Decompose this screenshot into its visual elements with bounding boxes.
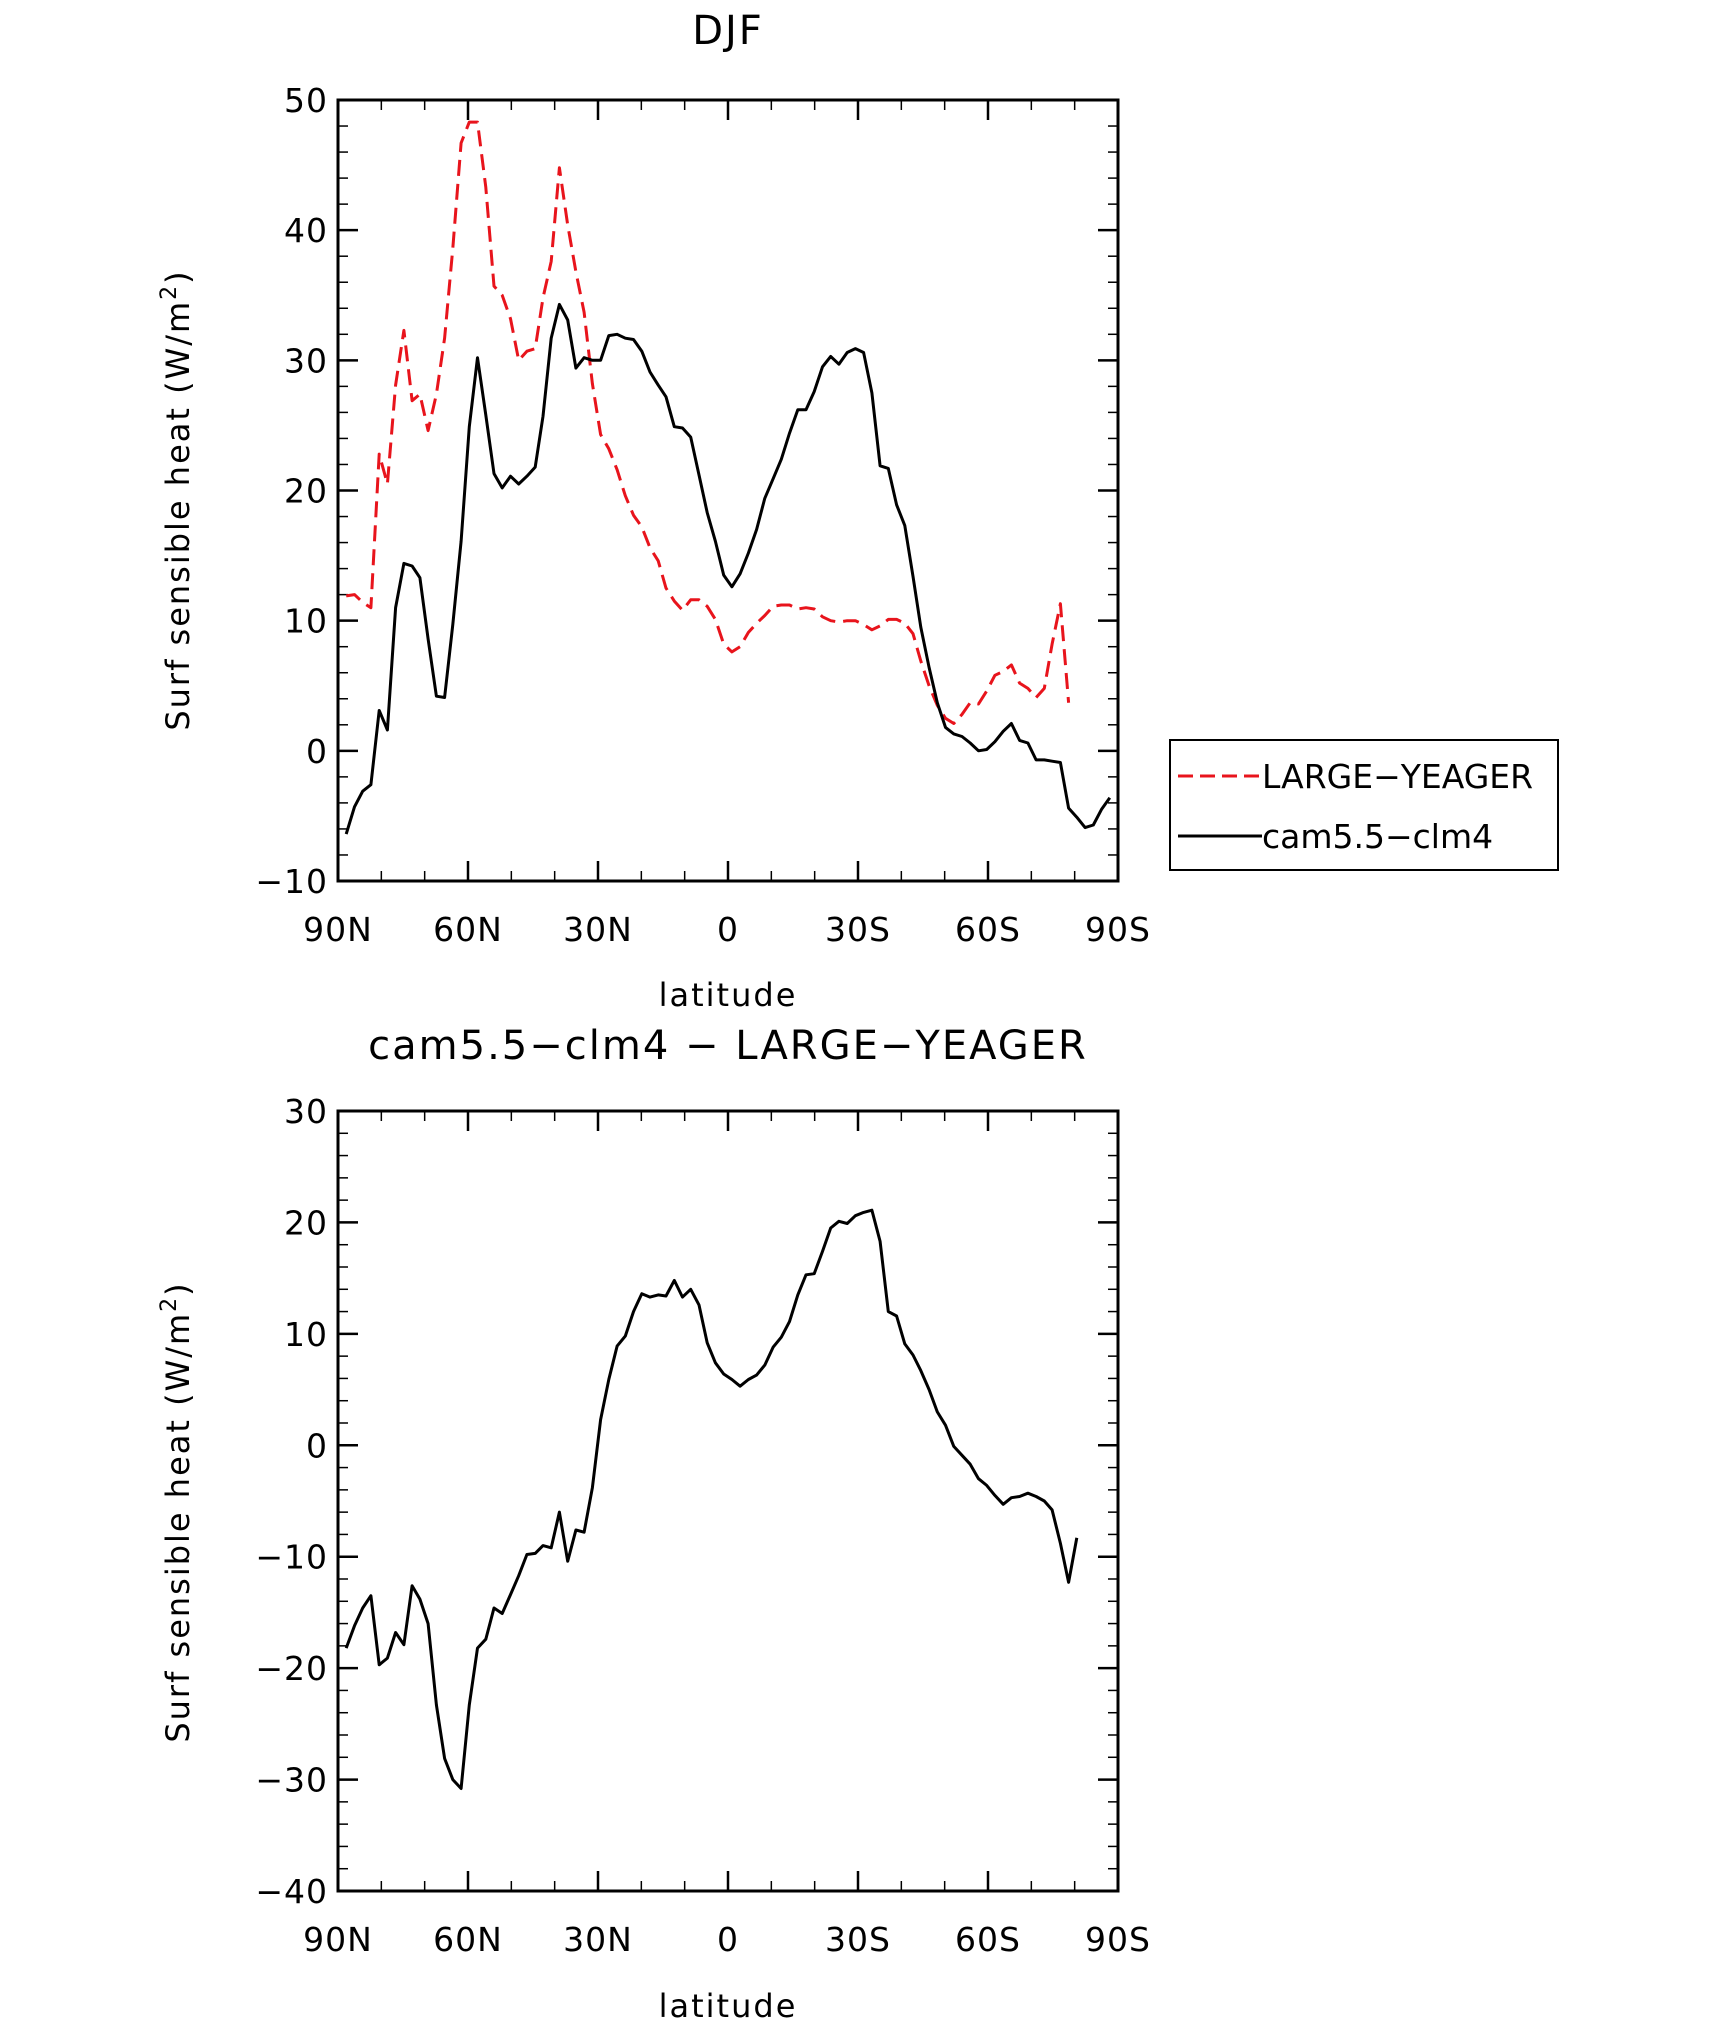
x-tick-label: 30N	[563, 910, 633, 949]
x-tick-label: 60N	[433, 910, 503, 949]
y-axis-label-close: )	[159, 1281, 197, 1295]
x-tick-label: 60N	[433, 1920, 503, 1959]
x-axis-label: latitude	[659, 1987, 798, 2021]
legend-box	[1169, 739, 1559, 871]
y-tick-label: 40	[284, 211, 328, 250]
y-tick-label: −30	[255, 1761, 328, 1800]
x-tick-label: 0	[717, 910, 739, 949]
x-tick-label: 90S	[1085, 1920, 1151, 1959]
x-tick-label: 60S	[955, 1920, 1021, 1959]
plot-area: −40 −30 −20 −10 0 10 20 30 90N 60N 30N 0 30S 60S 90S	[255, 1092, 1151, 1959]
y-tick-label: −40	[255, 1872, 328, 1911]
series-line-large-yeager	[345, 120, 1071, 725]
y-axis-label-main: Surf sensible heat (W/m	[159, 300, 197, 731]
x-tick-label: 30S	[825, 910, 891, 949]
y-tick-label: 0	[306, 732, 328, 771]
chart-title: DJF	[692, 8, 764, 54]
y-tick-label: −10	[255, 862, 328, 901]
y-tick-label: −20	[255, 1649, 328, 1688]
plot-area: −10 0 10 20 30 40 50 90N 60N 30N 0 30S 60S 90S	[255, 81, 1151, 949]
x-tick-label: 30S	[825, 1920, 891, 1959]
series-line	[344, 1208, 1079, 1790]
x-tick-label: 90N	[303, 910, 373, 949]
series-line-cam5-5-clm4	[344, 302, 1112, 835]
x-tick-label: 30N	[563, 1920, 633, 1959]
legend: LARGE−YEAGER cam5.5−clm4	[1169, 739, 1559, 871]
y-tick-label: 10	[284, 1315, 328, 1354]
y-axis-label: Surf sensible heat (W/m2)	[157, 269, 197, 730]
y-tick-label: 20	[284, 1203, 328, 1242]
chart-title: cam5.5−clm4 − LARGE−YEAGER	[368, 1023, 1088, 1069]
y-axis-label-superscript: 2	[157, 1296, 182, 1312]
legend-label-cam5-5-clm4: cam5.5−clm4	[1262, 817, 1493, 856]
y-axis-label-close: )	[159, 269, 197, 283]
x-tick-label: 90N	[303, 1920, 373, 1959]
y-tick-label: 10	[284, 602, 328, 641]
legend-label-large-yeager: LARGE−YEAGER	[1262, 757, 1533, 796]
chart-panel-bottom: cam5.5−clm4 − LARGE−YEAGER −40 −30 −20 −10 0…	[157, 1023, 1151, 2021]
x-tick-label: 90S	[1085, 910, 1151, 949]
y-tick-label: 30	[284, 341, 328, 380]
y-tick-label: 30	[284, 1092, 328, 1131]
x-axis-label: latitude	[659, 976, 798, 1014]
y-tick-label: 50	[284, 81, 328, 120]
chart-panel-top: DJF −10 0 10 20 30 40 50 90N 60N 30N 0 30S 60S 90S la…	[157, 8, 1559, 1014]
y-tick-label: −10	[255, 1538, 328, 1577]
y-axis-label-superscript: 2	[157, 284, 182, 300]
x-tick-label: 0	[717, 1920, 739, 1959]
y-axis-label: Surf sensible heat (W/m2)	[157, 1281, 197, 1742]
x-tick-label: 60S	[955, 910, 1021, 949]
y-axis-label-main: Surf sensible heat (W/m	[159, 1312, 197, 1743]
y-tick-label: 20	[284, 472, 328, 511]
y-tick-label: 0	[306, 1426, 328, 1465]
